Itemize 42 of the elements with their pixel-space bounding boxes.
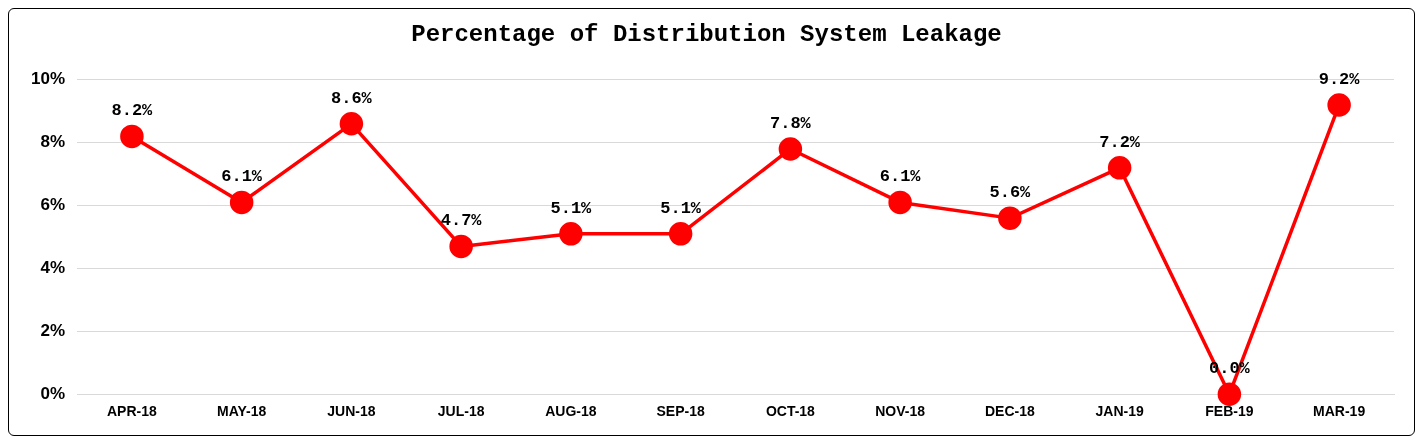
point xyxy=(559,222,583,246)
data-label: 9.2% xyxy=(1318,69,1361,89)
chart-title: Percentage of Distribution System Leakage xyxy=(411,21,1002,49)
y-tick-label: 6% xyxy=(40,195,66,215)
data-label: 5.1% xyxy=(660,198,702,218)
data-label: 7.8% xyxy=(769,113,812,133)
x-tick-label: OCT-18 xyxy=(765,403,816,420)
y-tick-label: 2% xyxy=(40,321,66,341)
point xyxy=(778,137,803,161)
x-tick-label: JUL-18 xyxy=(437,403,485,420)
x-tick-label: MAR-19 xyxy=(1313,403,1366,420)
x-tick-label: APR-18 xyxy=(107,403,158,420)
x-tick-label: FEB-19 xyxy=(1205,403,1254,420)
point xyxy=(1217,382,1242,406)
point xyxy=(1107,156,1132,180)
x-tick-label: JUN-18 xyxy=(327,403,376,420)
point xyxy=(449,234,473,259)
point xyxy=(998,206,1022,230)
point xyxy=(339,112,364,136)
point xyxy=(120,124,144,149)
data-label: 8.6% xyxy=(330,88,373,108)
y-tick-label: 0% xyxy=(40,383,66,403)
x-tick-label: NOV-18 xyxy=(875,403,926,420)
data-label: 5.6% xyxy=(989,182,1032,202)
x-tick-label: AUG-18 xyxy=(545,403,597,420)
point xyxy=(229,190,254,215)
point xyxy=(1327,93,1351,117)
point xyxy=(888,190,912,215)
data-label: 7.2% xyxy=(1099,132,1141,152)
x-tick-label: MAY-18 xyxy=(217,403,267,420)
x-tick-label: DEC-18 xyxy=(984,403,1035,420)
y-tick-label: 10% xyxy=(30,69,66,89)
y-tick-label: 8% xyxy=(40,132,66,152)
data-label: 8.2% xyxy=(111,101,154,121)
x-tick-label: SEP-18 xyxy=(656,403,705,420)
data-label: 5.1% xyxy=(550,198,593,218)
data-label: 4.7% xyxy=(440,211,483,231)
x-tick-label: JAN-19 xyxy=(1095,403,1144,420)
data-label: 6.1% xyxy=(221,167,263,187)
y-tick-label: 4% xyxy=(40,258,66,278)
data-label: 6.1% xyxy=(879,167,922,187)
point xyxy=(668,222,693,246)
